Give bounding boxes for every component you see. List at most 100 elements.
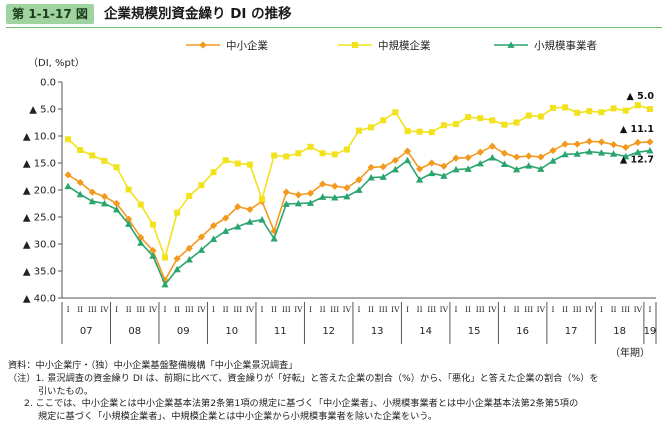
data-point xyxy=(65,136,72,143)
figure-number-badge: 第 1-1-17 図 xyxy=(6,4,94,24)
x-tick-label: II xyxy=(562,305,568,314)
x-tick-label: IV xyxy=(440,305,449,314)
data-point xyxy=(356,127,362,134)
data-point xyxy=(331,193,339,201)
x-year-label: 12 xyxy=(322,326,335,337)
data-point xyxy=(76,178,84,187)
y-tick-label: ▲ 10.0 xyxy=(23,132,56,143)
data-point xyxy=(404,128,411,135)
data-point xyxy=(500,160,509,167)
data-point xyxy=(476,159,484,167)
data-point xyxy=(452,165,460,173)
end-value-labels: ▲ 5.0 ▲ 11.1 ▲ 12.7 xyxy=(620,91,654,166)
data-point xyxy=(270,235,278,242)
x-year-label: 10 xyxy=(225,326,238,337)
figure-header: 第 1-1-17 図 企業規模別資金繰り DI の推移 xyxy=(0,0,668,30)
data-point xyxy=(440,162,448,170)
data-point xyxy=(77,147,84,154)
x-tick-label: I xyxy=(212,305,215,314)
data-point xyxy=(513,119,520,126)
data-point xyxy=(271,152,278,159)
data-point xyxy=(64,171,72,179)
x-tick-label: I xyxy=(164,305,167,314)
x-tick-label: II xyxy=(611,305,617,314)
x-tick-label: III xyxy=(282,305,291,314)
data-point xyxy=(477,115,484,122)
data-point xyxy=(573,140,581,148)
data-point xyxy=(525,152,533,160)
data-point xyxy=(161,280,169,288)
chart-legend: 中小企業 中規模企業 小規模事業者 xyxy=(186,39,597,52)
data-point xyxy=(270,227,278,235)
data-point xyxy=(512,153,521,161)
end-value-label: ▲ 11.1 xyxy=(620,124,654,135)
data-point xyxy=(100,199,109,207)
data-point xyxy=(634,148,642,156)
x-year-label: 07 xyxy=(80,326,93,337)
data-point xyxy=(355,186,363,193)
data-point xyxy=(403,156,412,164)
data-point xyxy=(574,109,581,116)
data-point xyxy=(646,146,654,154)
data-point xyxy=(428,129,435,136)
data-point xyxy=(294,199,302,207)
figure-title: 企業規模別資金繰り DI の推移 xyxy=(104,6,292,22)
data-point xyxy=(391,156,399,164)
y-tick-label: ▲ 35.0 xyxy=(23,267,56,278)
x-axis-title: （年期） xyxy=(610,346,650,359)
data-point xyxy=(246,218,254,225)
data-point xyxy=(149,221,156,228)
data-point xyxy=(100,192,109,201)
data-point xyxy=(306,199,315,206)
data-point xyxy=(549,104,556,111)
y-tick-label: ▲ 30.0 xyxy=(23,240,56,251)
x-year-label: 14 xyxy=(419,326,432,337)
data-point xyxy=(380,117,387,124)
data-point xyxy=(137,239,145,246)
x-tick-label: III xyxy=(185,305,194,314)
data-point xyxy=(416,128,423,135)
data-point xyxy=(512,165,521,173)
data-point xyxy=(416,176,424,183)
x-tick-label: I xyxy=(600,305,603,314)
data-point xyxy=(209,235,218,243)
x-year-label: 13 xyxy=(371,326,384,337)
data-point xyxy=(525,112,532,119)
header-divider xyxy=(6,27,662,28)
data-point xyxy=(646,106,653,112)
x-tick-label: III xyxy=(427,305,436,314)
data-point xyxy=(197,246,206,253)
source-note: 資料：中小企業庁・（独）中小企業基盤整備機構「中小企業景況調査」 xyxy=(8,360,298,371)
data-point xyxy=(549,157,557,164)
x-tick-label: I xyxy=(115,305,118,314)
data-point xyxy=(198,182,205,189)
y-tick-label: ▲ 25.0 xyxy=(23,213,56,224)
data-point xyxy=(549,146,557,155)
data-point xyxy=(319,150,326,157)
legend-label: 中小企業 xyxy=(226,39,268,52)
legend-item-medium: 中規模企業 xyxy=(338,39,431,52)
x-tick-label: IV xyxy=(488,305,497,314)
x-tick-label: III xyxy=(330,305,339,314)
data-point xyxy=(307,143,314,150)
data-point xyxy=(634,138,642,147)
data-point xyxy=(89,152,96,159)
data-point xyxy=(125,186,132,193)
data-point xyxy=(352,42,358,48)
data-point xyxy=(282,200,290,207)
data-point xyxy=(392,109,399,116)
x-year-label: 19 xyxy=(644,326,657,337)
x-tick-label: IV xyxy=(246,305,255,314)
data-point xyxy=(319,193,327,200)
data-point xyxy=(403,147,412,155)
x-year-label: 16 xyxy=(516,326,529,337)
x-tick-label: II xyxy=(417,305,423,314)
data-point xyxy=(537,165,545,172)
data-point xyxy=(343,192,351,200)
data-point xyxy=(622,152,630,160)
series-medium xyxy=(65,102,653,261)
data-point xyxy=(585,137,593,145)
x-year-label: 15 xyxy=(468,326,481,337)
data-point xyxy=(259,196,266,203)
data-point xyxy=(88,197,96,205)
